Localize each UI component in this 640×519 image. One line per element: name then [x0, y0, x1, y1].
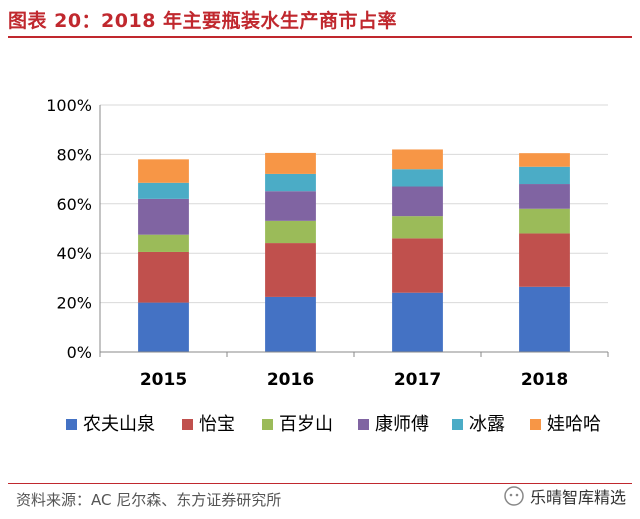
bar-segment	[265, 173, 316, 192]
legend-label: 农夫山泉	[83, 414, 155, 435]
stacked-bar-chart: 0% 20% 40% 60% 80% 100% 2015 2016 2017 2018 农夫山泉 怡…	[46, 96, 609, 435]
legend-swatch	[182, 419, 193, 430]
legend-label: 怡宝	[199, 414, 235, 435]
legend-label: 康师傅	[375, 414, 429, 435]
bar-segment	[519, 286, 570, 352]
chart-title: 图表 20：2018 年主要瓶装水生产商市占率	[8, 10, 398, 32]
legend-swatch	[452, 419, 463, 430]
bar-segment	[265, 296, 316, 352]
x-tick-label: 2015	[140, 370, 187, 390]
legend-swatch	[530, 419, 541, 430]
wechat-icon	[504, 486, 524, 506]
bar-segment	[138, 234, 189, 252]
watermark: 乐晴智库精选	[504, 484, 626, 508]
bar-segment	[392, 238, 443, 293]
legend-label: 百岁山	[279, 414, 333, 435]
bar-segment	[265, 243, 316, 297]
axes: 0% 20% 40% 60% 80% 100% 2015 2016 2017 2018	[46, 96, 609, 390]
legend-swatch	[358, 419, 369, 430]
bar-segment	[138, 159, 189, 183]
bar-segment	[138, 251, 189, 303]
x-tick-label: 2016	[267, 370, 314, 390]
y-tick-label: 100%	[46, 96, 92, 115]
y-tick-label: 60%	[56, 195, 92, 214]
y-tick-label: 0%	[67, 343, 92, 362]
y-tick-label: 20%	[56, 294, 92, 313]
x-tick-label: 2018	[521, 370, 568, 390]
legend: 农夫山泉 怡宝 百岁山 康师傅 冰露 娃哈哈	[66, 414, 601, 435]
bar-segment	[392, 292, 443, 352]
y-tick-label: 40%	[56, 244, 92, 263]
bar-segment	[392, 149, 443, 170]
bar-segment	[519, 233, 570, 287]
legend-swatch	[262, 419, 273, 430]
bar-segment	[392, 169, 443, 187]
bar-segment	[138, 182, 189, 199]
bar-segment	[519, 208, 570, 234]
bars	[138, 149, 570, 352]
source-note: 资料来源：AC 尼尔森、东方证券研究所	[16, 491, 282, 509]
footer-divider	[8, 483, 632, 484]
x-tick-label: 2017	[394, 370, 441, 390]
bar-segment	[265, 152, 316, 174]
title-divider	[8, 36, 632, 38]
bar-segment	[519, 166, 570, 185]
bar-segment	[265, 220, 316, 244]
legend-label: 冰露	[469, 414, 505, 435]
bar-segment	[138, 302, 189, 352]
bar-segment	[519, 153, 570, 167]
bar-segment	[265, 191, 316, 221]
legend-swatch	[66, 419, 77, 430]
legend-label: 娃哈哈	[547, 414, 601, 435]
bar-segment	[392, 186, 443, 217]
bar-segment	[138, 198, 189, 235]
bar-segment	[392, 216, 443, 239]
y-tick-label: 80%	[56, 145, 92, 164]
bar-segment	[519, 184, 570, 209]
watermark-text: 乐晴智库精选	[529, 488, 626, 507]
